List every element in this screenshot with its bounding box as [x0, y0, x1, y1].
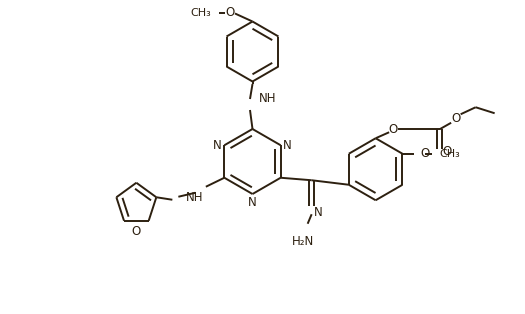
Text: O: O	[132, 225, 141, 238]
Text: N: N	[284, 139, 292, 152]
Text: N: N	[213, 139, 222, 152]
Text: CH₃: CH₃	[439, 149, 460, 159]
Text: N: N	[248, 196, 257, 209]
Text: H₂N: H₂N	[291, 235, 314, 248]
Text: O: O	[388, 123, 398, 136]
Text: NH: NH	[186, 191, 203, 204]
Text: N: N	[314, 206, 323, 219]
Text: NH: NH	[259, 92, 277, 105]
Text: O: O	[421, 147, 430, 160]
Text: O: O	[225, 6, 235, 19]
Text: O: O	[442, 145, 452, 158]
Text: CH₃: CH₃	[190, 8, 211, 18]
Text: O: O	[451, 112, 460, 125]
